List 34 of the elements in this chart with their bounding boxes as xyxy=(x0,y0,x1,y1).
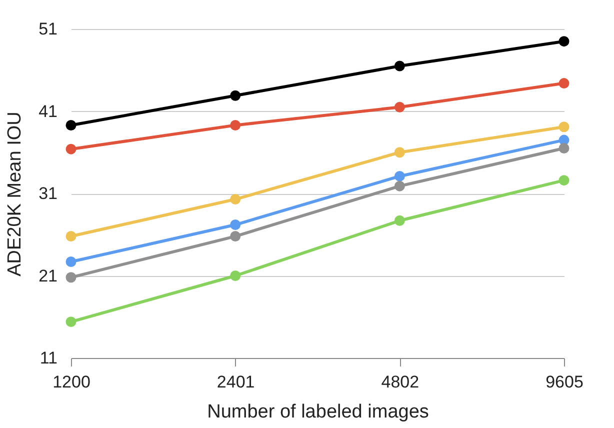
x-tick-label: 4802 xyxy=(381,372,420,392)
point xyxy=(394,147,405,158)
point xyxy=(66,272,76,283)
y-tick-label: 41 xyxy=(38,102,58,121)
point xyxy=(66,144,76,154)
point xyxy=(394,215,405,226)
y-axis-title: ADE20K Mean IOU xyxy=(4,112,26,276)
x-tick-label: 2401 xyxy=(216,372,255,392)
point xyxy=(394,102,405,112)
point xyxy=(558,122,570,132)
x-axis-title: Number of labeled images xyxy=(207,402,429,422)
y-tick-label: 21 xyxy=(38,266,58,286)
point xyxy=(558,36,570,47)
y-tick-label: 31 xyxy=(38,184,58,203)
point xyxy=(66,316,76,328)
point xyxy=(66,231,76,242)
point xyxy=(230,120,241,130)
x-tick-label: 1200 xyxy=(52,372,90,392)
point xyxy=(394,180,405,192)
x-tick-label: 9605 xyxy=(546,372,584,392)
y-tick-label: 51 xyxy=(38,20,58,38)
point xyxy=(66,120,76,130)
point xyxy=(394,60,405,72)
point xyxy=(558,78,570,89)
point xyxy=(558,175,570,186)
point xyxy=(558,143,570,154)
y-tick-label: 11 xyxy=(40,348,58,368)
point xyxy=(230,270,241,281)
point xyxy=(394,170,405,182)
point xyxy=(230,231,241,242)
point xyxy=(230,220,241,230)
point xyxy=(230,90,241,101)
point xyxy=(230,194,241,204)
point xyxy=(66,256,76,267)
